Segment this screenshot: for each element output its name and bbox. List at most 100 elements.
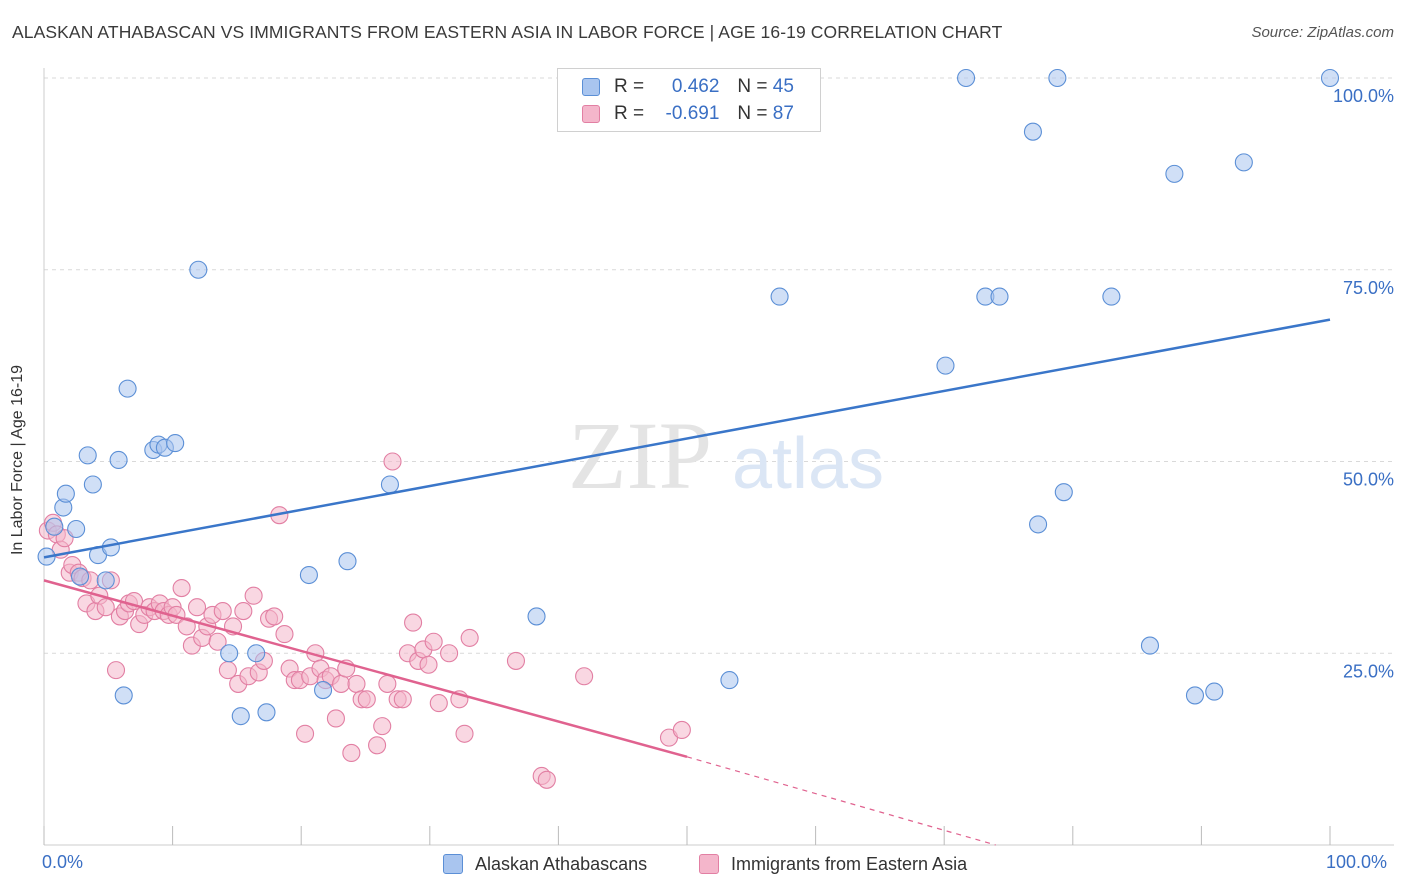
data-point-athabascan bbox=[220, 644, 239, 663]
pink-swatch bbox=[582, 105, 600, 123]
x-tick-label-min: 0.0% bbox=[42, 852, 84, 872]
data-point-eastern-asia bbox=[373, 717, 392, 736]
data-point-athabascan bbox=[96, 571, 115, 590]
data-point-athabascan bbox=[957, 68, 976, 88]
data-point-eastern-asia bbox=[106, 661, 126, 680]
r-label: R = bbox=[614, 76, 645, 97]
data-point-eastern-asia bbox=[575, 667, 594, 686]
data-point-athabascan bbox=[770, 287, 789, 306]
x-tick-label-max: 100.0% bbox=[1326, 852, 1388, 872]
data-point-athabascan bbox=[1165, 164, 1184, 183]
data-point-athabascan bbox=[1054, 483, 1073, 502]
data-point-athabascan bbox=[78, 446, 97, 465]
data-point-athabascan bbox=[1320, 68, 1340, 88]
trend-lines bbox=[43, 318, 1331, 846]
legend-item-eastern-asia: Immigrants from Eastern Asia bbox=[699, 850, 967, 878]
data-point-athabascan bbox=[1029, 515, 1048, 534]
r-value: -0.691 bbox=[665, 103, 720, 124]
data-point-eastern-asia bbox=[265, 607, 284, 626]
watermark: ZIP atlas bbox=[568, 402, 884, 509]
data-point-eastern-asia bbox=[347, 674, 366, 693]
data-point-athabascan bbox=[1140, 636, 1160, 655]
trend-line-eastern-asia-extrapolated bbox=[686, 756, 996, 846]
data-point-athabascan bbox=[314, 681, 333, 700]
stats-legend: R = 0.462 N = 45 R = -0.691 N = 87 bbox=[557, 68, 821, 132]
data-point-athabascan bbox=[1048, 68, 1067, 88]
y-tick-label: 100.0% bbox=[1333, 86, 1394, 106]
data-point-athabascan bbox=[1023, 122, 1042, 141]
data-point-athabascan bbox=[166, 434, 185, 453]
data-point-eastern-asia bbox=[332, 674, 351, 693]
r-label: R = bbox=[614, 103, 645, 124]
y-tick-labels: 25.0% 50.0% 75.0% 100.0% bbox=[1333, 86, 1394, 681]
data-point-eastern-asia bbox=[378, 674, 397, 693]
data-point-eastern-asia bbox=[296, 724, 315, 743]
data-point-athabascan bbox=[67, 519, 86, 539]
data-point-athabascan bbox=[1102, 287, 1121, 306]
data-point-athabascan bbox=[45, 517, 64, 536]
legend-row-athabascan: R = 0.462 N = 45 bbox=[582, 74, 794, 100]
data-point-athabascan bbox=[257, 703, 276, 722]
legend-label: Alaskan Athabascans bbox=[475, 853, 648, 874]
y-tick-label: 75.0% bbox=[1343, 278, 1394, 298]
data-point-eastern-asia bbox=[342, 743, 361, 763]
data-point-athabascan bbox=[990, 287, 1009, 306]
n-label: N = bbox=[737, 103, 768, 124]
data-point-eastern-asia bbox=[404, 613, 423, 632]
data-point-eastern-asia bbox=[424, 632, 443, 651]
data-point-athabascan bbox=[1234, 153, 1253, 172]
data-point-eastern-asia bbox=[172, 579, 191, 598]
data-point-athabascan bbox=[936, 356, 955, 375]
data-point-athabascan bbox=[1185, 686, 1205, 705]
data-point-athabascan bbox=[114, 686, 133, 705]
data-point-athabascan bbox=[118, 379, 137, 398]
trend-line-athabascan bbox=[43, 318, 1331, 559]
data-point-athabascan bbox=[527, 607, 546, 626]
data-point-eastern-asia bbox=[213, 602, 232, 621]
data-point-eastern-asia bbox=[208, 632, 227, 651]
data-point-athabascan bbox=[1205, 682, 1224, 701]
data-point-athabascan bbox=[231, 707, 250, 726]
data-point-eastern-asia bbox=[187, 598, 207, 617]
r-value: 0.462 bbox=[671, 76, 720, 97]
y-axis-title: In Labor Force | Age 16-19 bbox=[9, 364, 26, 556]
n-label: N = bbox=[737, 76, 768, 97]
data-point-eastern-asia bbox=[357, 690, 376, 709]
chart-title: ALASKAN ATHABASCAN VS IMMIGRANTS FROM EA… bbox=[12, 22, 1003, 42]
data-point-eastern-asia bbox=[244, 586, 263, 605]
pink-legend-swatch bbox=[699, 854, 719, 874]
data-point-athabascan bbox=[56, 484, 75, 503]
data-point-eastern-asia bbox=[440, 644, 459, 663]
data-point-athabascan bbox=[189, 260, 208, 279]
data-point-eastern-asia bbox=[419, 655, 438, 674]
data-point-eastern-asia bbox=[326, 709, 345, 728]
data-point-eastern-asia bbox=[234, 602, 253, 621]
data-point-athabascan bbox=[101, 538, 120, 557]
data-point-athabascan bbox=[299, 565, 318, 585]
data-point-eastern-asia bbox=[506, 651, 526, 670]
data-point-eastern-asia bbox=[275, 625, 294, 644]
n-value: 45 bbox=[772, 76, 794, 97]
axes bbox=[43, 68, 1394, 846]
source-label: Source: ZipAtlas.com bbox=[1251, 24, 1394, 41]
data-point-athabascan bbox=[380, 475, 399, 494]
data-point-eastern-asia bbox=[455, 724, 474, 743]
data-point-eastern-asia bbox=[672, 720, 691, 740]
blue-swatch bbox=[582, 78, 600, 96]
data-point-eastern-asia bbox=[537, 770, 556, 789]
y-tick-label: 50.0% bbox=[1343, 470, 1394, 490]
n-value: 87 bbox=[772, 103, 794, 124]
data-point-athabascan bbox=[338, 552, 357, 571]
legend-item-athabascans: Alaskan Athabascans bbox=[443, 850, 647, 878]
legend-label: Immigrants from Eastern Asia bbox=[731, 853, 968, 874]
y-tick-label: 25.0% bbox=[1343, 661, 1394, 681]
data-point-eastern-asia bbox=[368, 736, 387, 755]
data-point-eastern-asia bbox=[393, 690, 412, 709]
data-point-eastern-asia bbox=[96, 598, 115, 617]
data-point-eastern-asia bbox=[383, 452, 402, 471]
data-point-athabascan bbox=[109, 450, 128, 470]
data-point-athabascan bbox=[83, 475, 102, 494]
grid-lines bbox=[44, 77, 1394, 654]
data-point-eastern-asia bbox=[460, 628, 479, 647]
series-alaskan-athabascans bbox=[37, 68, 1340, 726]
